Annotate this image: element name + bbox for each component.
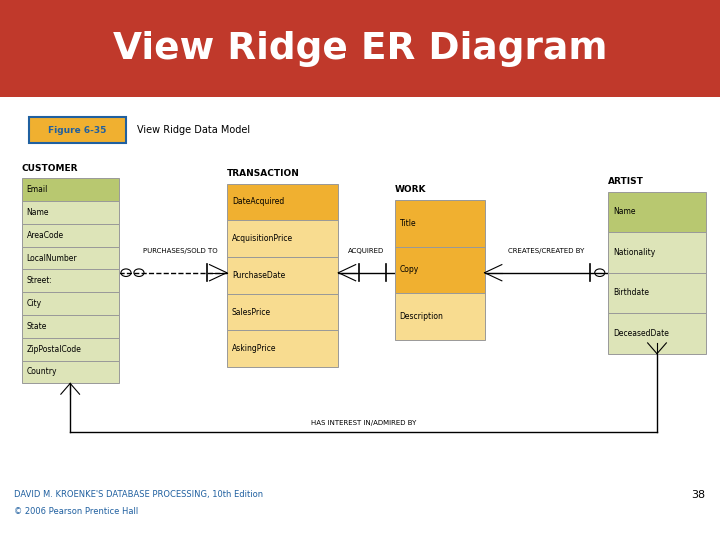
- Text: LocalNumber: LocalNumber: [27, 253, 77, 262]
- Text: DateAcquired: DateAcquired: [232, 198, 284, 206]
- Text: Title: Title: [400, 219, 416, 228]
- Text: Nationality: Nationality: [613, 248, 656, 257]
- Text: HAS INTEREST IN/ADMIRED BY: HAS INTEREST IN/ADMIRED BY: [311, 420, 416, 426]
- Text: Birthdate: Birthdate: [613, 288, 649, 298]
- Text: ARTIST: ARTIST: [608, 177, 644, 186]
- Text: Email: Email: [27, 185, 48, 194]
- Text: CUSTOMER: CUSTOMER: [22, 164, 78, 173]
- Bar: [608, 313, 706, 354]
- Text: View Ridge Data Model: View Ridge Data Model: [137, 125, 250, 135]
- Text: Street:: Street:: [27, 276, 53, 285]
- Bar: [22, 292, 119, 315]
- Bar: [22, 201, 119, 224]
- Text: 38: 38: [691, 489, 706, 500]
- Bar: [395, 247, 485, 293]
- Text: ACQUIRED: ACQUIRED: [348, 248, 384, 254]
- Bar: [22, 338, 119, 361]
- Text: DeceasedDate: DeceasedDate: [613, 329, 670, 338]
- Bar: [227, 184, 338, 220]
- Text: Copy: Copy: [400, 266, 419, 274]
- Text: SalesPrice: SalesPrice: [232, 308, 271, 316]
- Bar: [227, 220, 338, 257]
- Text: Description: Description: [400, 312, 444, 321]
- Text: CREATES/CREATED BY: CREATES/CREATED BY: [508, 248, 585, 254]
- Bar: [0, 0, 720, 97]
- Bar: [22, 224, 119, 247]
- Text: View Ridge ER Diagram: View Ridge ER Diagram: [113, 31, 607, 66]
- Bar: [22, 315, 119, 338]
- Bar: [22, 361, 119, 383]
- Text: © 2006 Pearson Prentice Hall: © 2006 Pearson Prentice Hall: [14, 507, 139, 516]
- Text: DAVID M. KROENKE'S DATABASE PROCESSING, 10th Edition: DAVID M. KROENKE'S DATABASE PROCESSING, …: [14, 490, 264, 500]
- Text: City: City: [27, 299, 42, 308]
- Text: AcquisitionPrice: AcquisitionPrice: [232, 234, 293, 243]
- Text: Name: Name: [27, 208, 49, 217]
- Bar: [395, 293, 485, 340]
- Text: ZipPostalCode: ZipPostalCode: [27, 345, 81, 354]
- Bar: [227, 330, 338, 367]
- Bar: [395, 200, 485, 247]
- Bar: [22, 247, 119, 269]
- Text: PurchaseDate: PurchaseDate: [232, 271, 285, 280]
- Text: Figure 6-35: Figure 6-35: [48, 126, 107, 134]
- Bar: [608, 273, 706, 313]
- Bar: [22, 178, 119, 201]
- Bar: [227, 257, 338, 294]
- Bar: [608, 232, 706, 273]
- FancyBboxPatch shape: [29, 117, 126, 143]
- Text: State: State: [27, 322, 47, 331]
- Bar: [22, 269, 119, 292]
- Text: AskingPrice: AskingPrice: [232, 345, 276, 353]
- Text: WORK: WORK: [395, 185, 426, 194]
- Text: Country: Country: [27, 368, 57, 376]
- Text: TRANSACTION: TRANSACTION: [227, 169, 300, 178]
- Text: Name: Name: [613, 207, 636, 217]
- Text: AreaCode: AreaCode: [27, 231, 64, 240]
- Text: PURCHASES/SOLD TO: PURCHASES/SOLD TO: [143, 248, 217, 254]
- Bar: [227, 294, 338, 330]
- Bar: [608, 192, 706, 232]
